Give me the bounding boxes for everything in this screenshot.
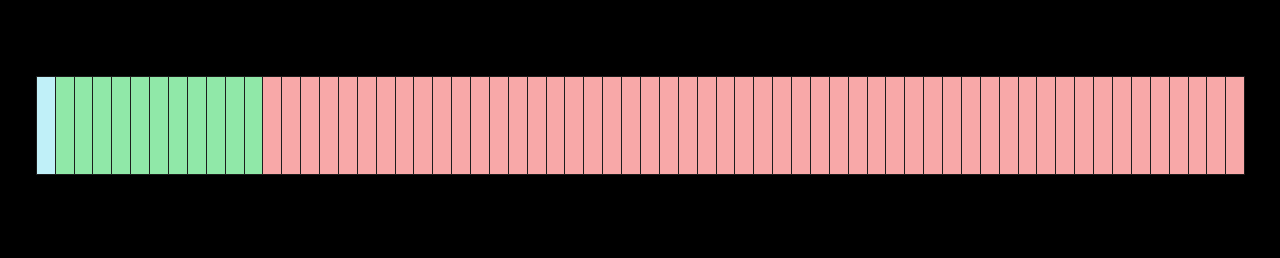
Bar [564, 76, 584, 174]
Bar [791, 76, 810, 174]
Bar [1018, 76, 1037, 174]
Bar [55, 76, 73, 174]
Bar [508, 76, 527, 174]
Bar [545, 76, 564, 174]
Bar [357, 76, 376, 174]
Bar [376, 76, 394, 174]
Bar [1149, 76, 1169, 174]
Bar [1093, 76, 1112, 174]
Bar [452, 76, 470, 174]
Bar [338, 76, 357, 174]
Bar [659, 76, 678, 174]
Bar [1074, 76, 1093, 174]
Bar [92, 76, 111, 174]
Bar [1037, 76, 1056, 174]
Bar [847, 76, 867, 174]
Bar [206, 76, 225, 174]
Bar [923, 76, 942, 174]
Bar [1188, 76, 1207, 174]
Bar [829, 76, 847, 174]
Bar [1112, 76, 1132, 174]
Bar [696, 76, 716, 174]
Bar [73, 76, 92, 174]
Bar [282, 76, 300, 174]
Bar [1132, 76, 1149, 174]
Bar [319, 76, 338, 174]
Bar [527, 76, 545, 174]
Bar [470, 76, 489, 174]
Bar [300, 76, 319, 174]
Bar [187, 76, 206, 174]
Bar [394, 76, 413, 174]
Bar [168, 76, 187, 174]
Bar [905, 76, 923, 174]
Bar [131, 76, 148, 174]
Bar [1207, 76, 1225, 174]
Bar [489, 76, 508, 174]
Bar [584, 76, 603, 174]
Bar [148, 76, 168, 174]
Bar [980, 76, 998, 174]
Bar [867, 76, 886, 174]
Bar [225, 76, 243, 174]
Bar [243, 76, 262, 174]
Bar [886, 76, 904, 174]
Bar [262, 76, 282, 174]
Bar [998, 76, 1018, 174]
Bar [753, 76, 772, 174]
Bar [1169, 76, 1188, 174]
Bar [640, 76, 659, 174]
Bar [413, 76, 433, 174]
Bar [810, 76, 829, 174]
Bar [36, 76, 55, 174]
Bar [678, 76, 696, 174]
Bar [961, 76, 980, 174]
Bar [1225, 76, 1244, 174]
Bar [111, 76, 131, 174]
Bar [716, 76, 735, 174]
Bar [621, 76, 640, 174]
Bar [942, 76, 961, 174]
Bar [1056, 76, 1074, 174]
Bar [772, 76, 791, 174]
Bar [603, 76, 621, 174]
Bar [735, 76, 753, 174]
Bar [433, 76, 452, 174]
